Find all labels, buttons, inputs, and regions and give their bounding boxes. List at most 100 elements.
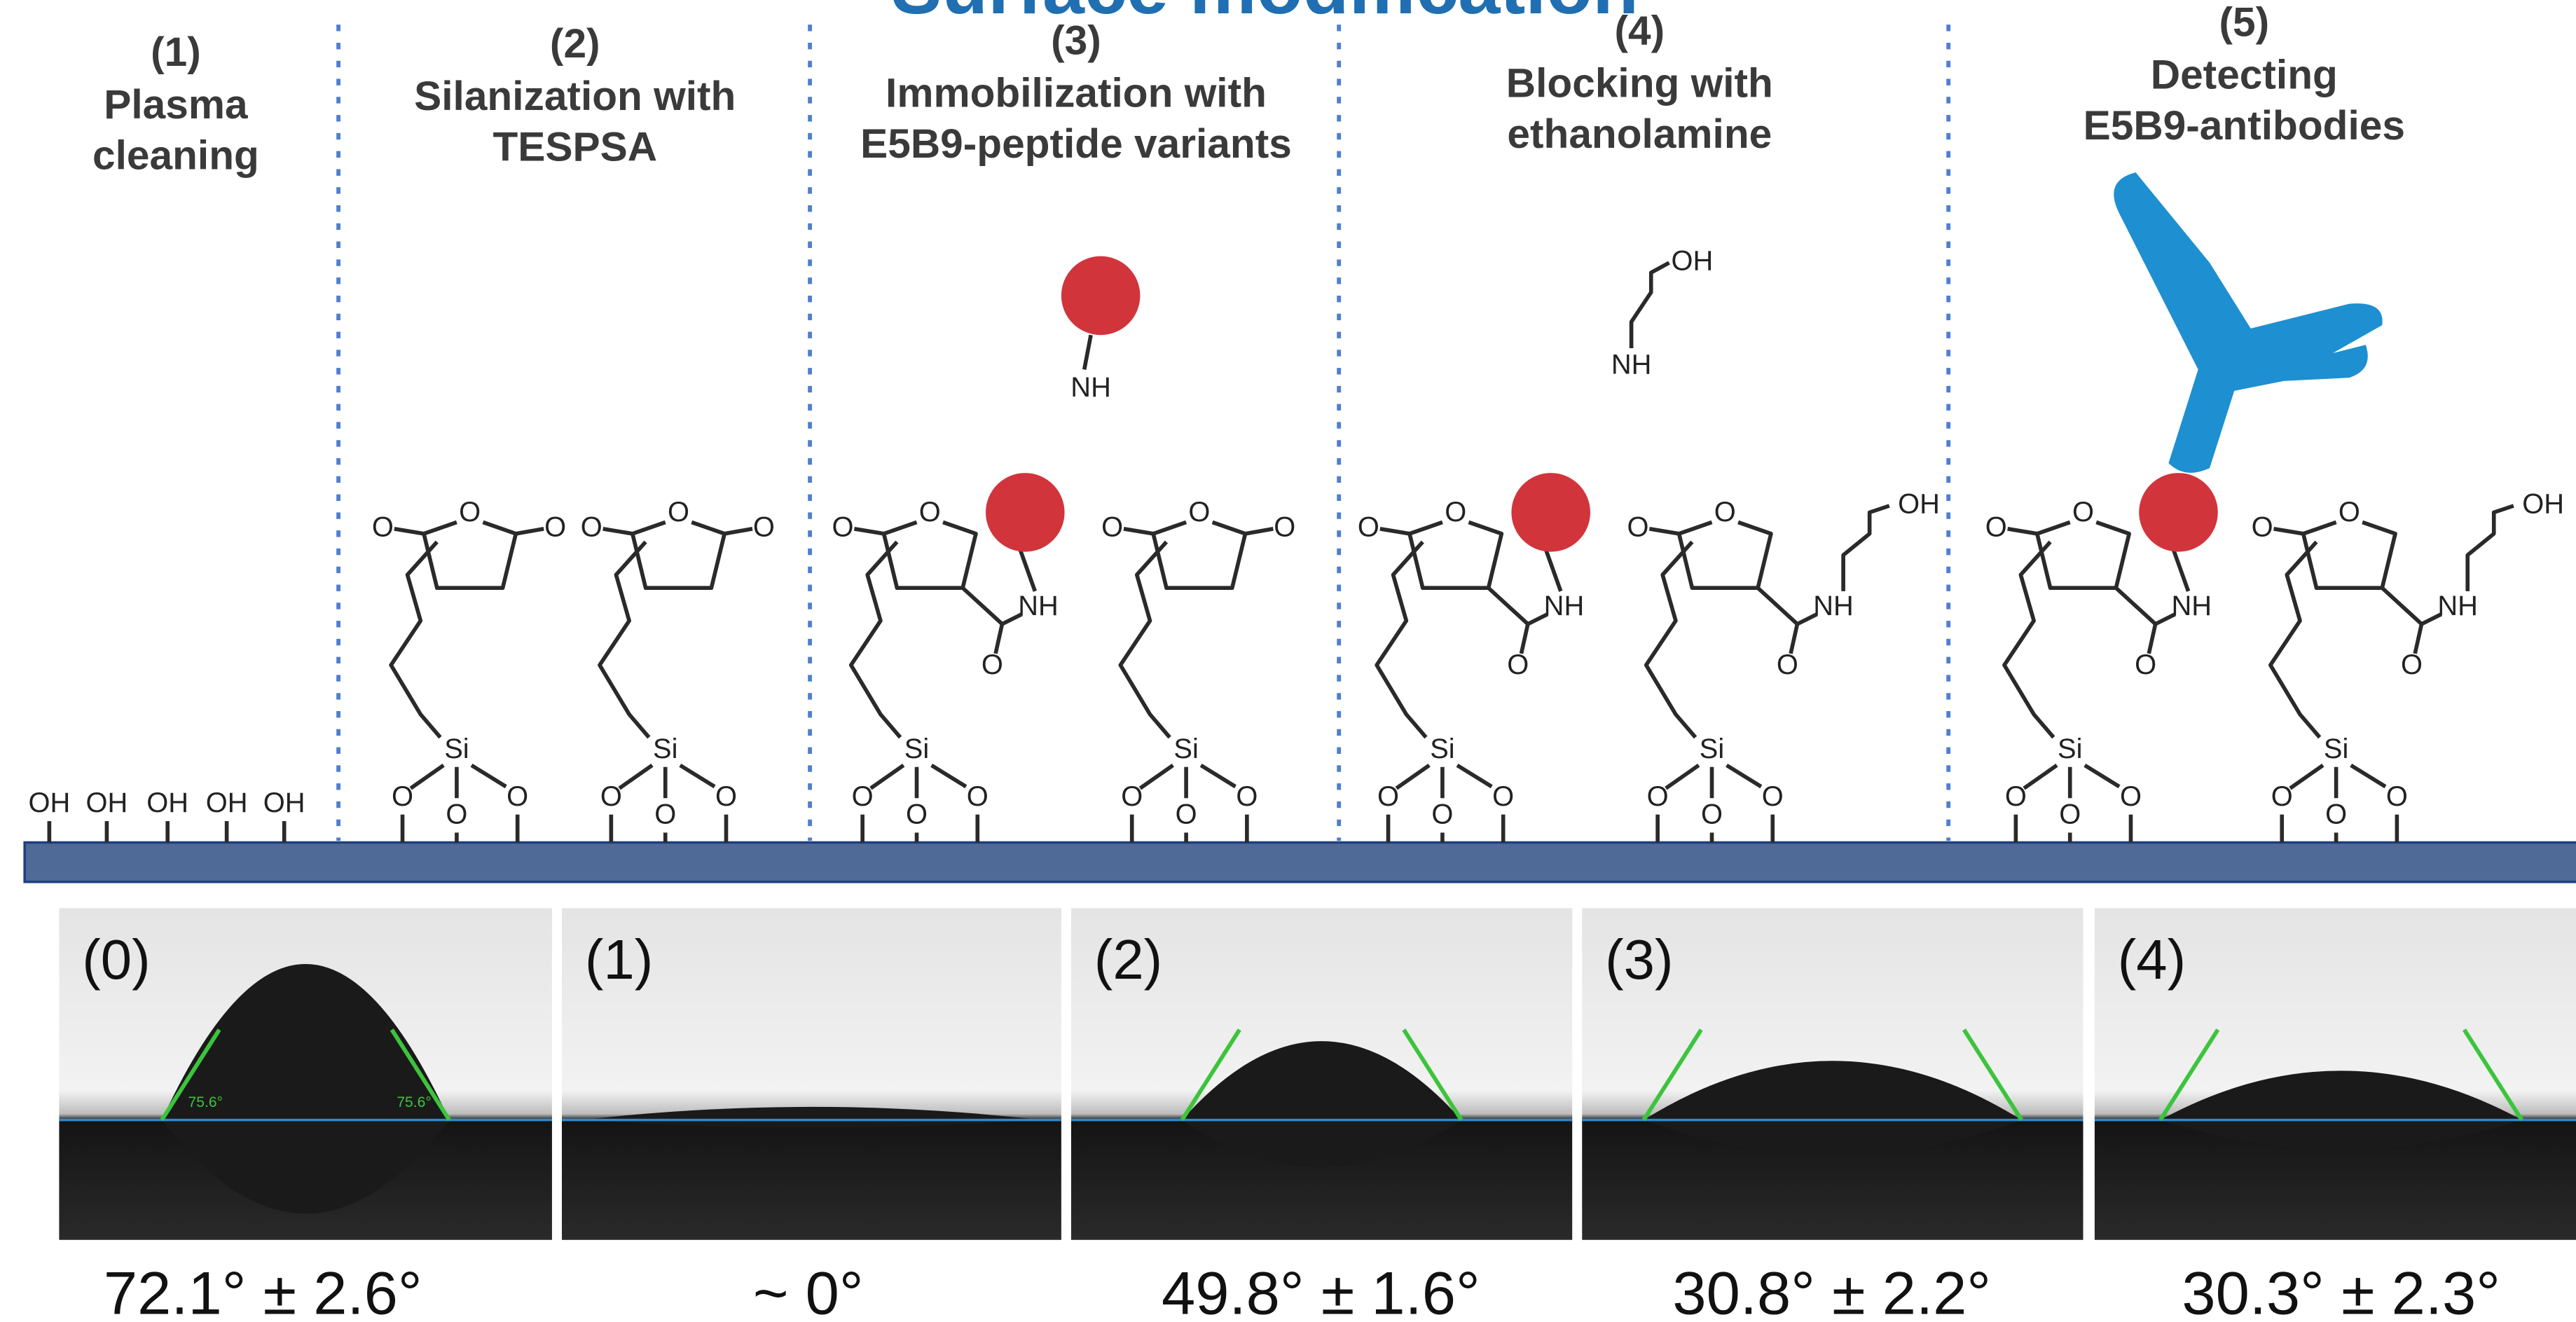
step-label: E5B9-peptide variants [860,121,1292,167]
atom-label: OH [86,787,128,818]
bond [2024,765,2057,788]
photo-label: (4) [2118,928,2186,991]
atom-label: Si [1700,734,1724,764]
atom-label: O [715,781,737,812]
atom-label: O [967,781,989,812]
step-number: (3) [1051,18,1101,63]
atom-label: O [1445,497,1466,528]
atom-label: O [906,799,928,830]
atom-label: O [2339,497,2360,528]
atom-label: Si [1173,734,1198,764]
figure-title: Surface modification [891,0,1639,29]
atom-label: NH [2171,591,2212,621]
bond [2382,588,2421,624]
atom-label: O [2401,649,2423,680]
bond [1666,765,1699,788]
atom-label: O [372,511,394,542]
atom-label: O [1507,649,1529,680]
atom-label: O [919,497,941,528]
measured-angle: 75.6° [397,1094,432,1110]
atom-label: O [1777,649,1798,680]
bond [2467,506,2514,591]
atom-label: O [1101,511,1123,542]
bond [1649,529,1679,534]
atom-label: O [1647,781,1669,812]
atom-label: NH [1611,349,1652,380]
bond [2274,529,2303,534]
atom-label: O [1627,511,1648,542]
atom-label: NH [1813,591,1854,621]
bond [394,529,424,534]
atom-label: Si [653,734,677,764]
atom-label: O [852,781,874,812]
peptide [1511,473,1590,552]
bond [1632,263,1669,348]
bond [1489,588,1528,624]
atom-label: O [2252,511,2273,542]
peptide [2139,473,2218,552]
atom-label: O [1701,799,1723,830]
atom-label: OH [1898,489,1940,520]
bond [854,529,883,534]
atom-label: O [1274,511,1295,542]
atom-label: O [2059,799,2081,830]
photo-label: (3) [1605,928,1673,991]
bond [2303,522,2395,588]
step-label: ethanolamine [1507,111,1772,157]
bond [2172,545,2188,591]
photo-label: (0) [82,928,150,991]
atom-label: O [581,511,602,542]
atom-label: OH [146,787,188,818]
contact-angle: ~ 0° [753,1259,864,1322]
atom-label: O [2135,649,2156,680]
atom-label: Si [444,734,469,764]
bond [2008,529,2037,534]
atom-label: O [2120,781,2142,812]
atom-label: O [2386,781,2408,812]
atom-label: NH [2437,591,2478,621]
atom-label: O [544,511,566,542]
antibody [2114,172,2382,473]
atom-label: O [1176,799,1197,830]
bond [2037,522,2129,588]
bond [619,765,652,788]
atom-label: OH [206,787,248,818]
atom-label: NH [1544,591,1585,621]
atom-label: O [507,781,528,812]
step-label: Silanization with [414,74,736,119]
peptide [986,473,1065,552]
photo-label: (2) [1094,928,1162,991]
atom-label: O [1714,497,1736,528]
atom-label: OH [263,787,305,818]
step-label: cleaning [92,132,259,178]
bond [411,765,443,788]
contact-angle: 49.8° ± 1.6° [1162,1259,1480,1322]
bond [963,588,1002,624]
bond [1380,529,1410,534]
bond [603,529,633,534]
bond [1396,765,1429,788]
atom-label: O [982,649,1003,680]
bond [1246,529,1274,534]
atom-label: O [1377,781,1399,812]
atom-label: Si [1430,734,1454,764]
bond [724,529,752,534]
step-label: TESPSA [493,125,657,170]
bond [633,522,724,588]
bond [471,765,506,786]
atom-label: O [1985,511,2007,542]
bond [1201,765,1235,786]
atom-label: O [654,799,676,830]
bond [884,522,976,588]
contact-angle: 30.8° ± 2.2° [1672,1259,1991,1322]
atom-label: O [1431,799,1453,830]
step-label: Plasma [104,82,248,128]
bond [516,529,544,534]
bond [424,522,516,588]
atom-label: O [446,799,467,830]
bond [1679,522,1771,588]
bond [1019,545,1035,591]
step-number: (4) [1615,8,1665,53]
bond [1410,522,1501,588]
atom-label: O [1492,781,1514,812]
